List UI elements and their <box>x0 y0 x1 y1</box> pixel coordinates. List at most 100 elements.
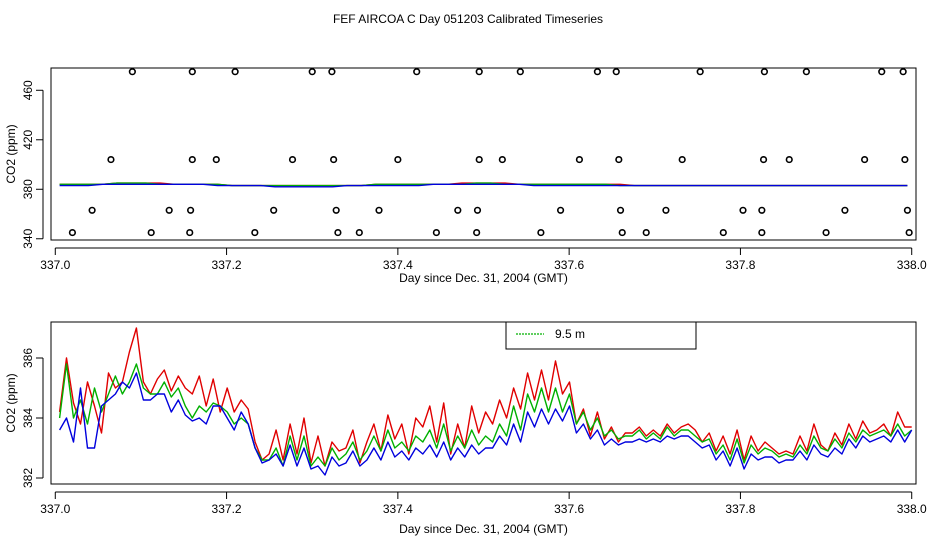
calibration-point <box>516 68 524 76</box>
bottom-x-tick-label: 337.6 <box>554 502 584 516</box>
bottom-x-tick-label: 337.2 <box>212 502 242 516</box>
top-xlabel: Day since Dec. 31, 2004 (GMT) <box>399 271 568 285</box>
calibration-point <box>901 155 909 164</box>
calibration-point <box>739 206 747 214</box>
calibration-point <box>128 68 136 76</box>
calibration-point <box>537 228 545 237</box>
calibration-point <box>616 206 625 214</box>
calibration-point <box>760 68 769 76</box>
calibration-point <box>231 68 239 76</box>
top-x-tick-label: 337.6 <box>554 258 584 272</box>
bottom-series <box>58 327 913 476</box>
calibration-point <box>454 206 462 214</box>
bottom-x-tick-label: 337.0 <box>40 502 70 516</box>
calibration-point <box>355 228 363 237</box>
top-series-blue <box>59 183 908 188</box>
calibration-point <box>413 68 421 76</box>
calibration-point <box>68 228 77 237</box>
calibration-point <box>288 155 297 164</box>
calibration-point <box>186 228 194 237</box>
calibration-point <box>662 206 670 214</box>
top-series <box>59 182 908 188</box>
top-y-tick-label: 380 <box>21 179 35 199</box>
calibration-point <box>785 155 793 164</box>
top-y-tick-label: 340 <box>21 228 35 248</box>
calibration-point <box>841 206 849 214</box>
calibration-point <box>696 68 704 76</box>
top-ylabel: CO2 (ppm) <box>4 124 18 183</box>
calibration-point <box>328 68 336 76</box>
calibration-point <box>186 206 195 214</box>
bottom-ylabel: CO2 (ppm) <box>4 373 18 432</box>
bottom-series-red <box>58 327 912 467</box>
calibration-point <box>330 155 338 164</box>
calibration-point <box>642 228 650 237</box>
calibration-point <box>878 68 886 76</box>
calibration-point <box>475 68 483 76</box>
bottom-plot-frame <box>50 321 917 485</box>
legend-box <box>505 321 697 350</box>
top-x-tick-label: 337.8 <box>725 258 755 272</box>
calibration-point <box>556 206 565 214</box>
calibration-point <box>475 155 483 164</box>
bottom-x-tick-label: 337.8 <box>725 502 755 516</box>
calibration-point <box>758 228 766 237</box>
bottom-x-tick-label: 337.4 <box>383 502 413 516</box>
calibration-point <box>759 155 768 164</box>
bottom-series-blue <box>58 372 913 476</box>
calibration-point <box>394 155 402 164</box>
calibration-point <box>308 68 316 76</box>
calibration-point <box>334 228 342 237</box>
bottom-axis-ticks: 337.0 337.2 337.4 337.6 337.8 338.0 382 384 386 <box>21 348 927 516</box>
calibration-point <box>432 228 440 237</box>
top-x-tick-label: 338.0 <box>897 258 927 272</box>
bottom-series-green <box>58 363 913 467</box>
top-plot-frame <box>50 67 917 241</box>
top-calibration-points <box>68 68 913 237</box>
calibration-point <box>165 206 173 214</box>
bottom-panel: 337.0 337.2 337.4 337.6 337.8 338.0382384386 … <box>4 321 927 536</box>
calibration-point <box>612 68 620 76</box>
calibration-point <box>593 68 602 76</box>
bottom-y-tick-label: 382 <box>21 468 35 488</box>
bottom-y-tick-label: 384 <box>21 408 35 428</box>
chart-title: FEF AIRCOA C Day 051203 Calibrated Times… <box>333 12 603 26</box>
calibration-point <box>188 68 196 76</box>
legend-label: 9.5 m <box>555 327 585 341</box>
top-y-tick-label: 420 <box>21 129 35 149</box>
calibration-point <box>618 228 626 237</box>
legend: 9.5 m <box>505 321 697 350</box>
calibration-point <box>861 155 869 164</box>
calibration-point <box>270 206 278 214</box>
calibration-point <box>903 206 912 214</box>
calibration-point <box>498 155 506 164</box>
calibration-point <box>802 68 810 76</box>
bottom-xlabel: Day since Dec. 31, 2004 (GMT) <box>399 522 568 536</box>
bottom-x-tick-label: 338.0 <box>897 502 927 516</box>
calibration-point <box>899 68 907 76</box>
calibration-point <box>375 206 383 214</box>
calibration-point <box>719 228 727 237</box>
calibration-point <box>615 155 623 164</box>
calibration-point <box>107 155 115 164</box>
top-x-tick-label: 337.2 <box>212 258 242 272</box>
bottom-y-tick-label: 386 <box>21 348 35 368</box>
calibration-point <box>251 228 259 237</box>
calibration-point <box>88 206 96 214</box>
top-x-tick-label: 337.4 <box>383 258 413 272</box>
calibration-point <box>473 206 482 214</box>
calibration-point <box>758 206 766 214</box>
top-axis-ticks: 337.0 337.2 337.4 337.6 337.8 338.0 340 380 420 4… <box>21 80 927 272</box>
calibration-point <box>905 228 913 237</box>
top-x-tick-label: 337.0 <box>40 258 70 272</box>
calibration-point <box>473 228 481 237</box>
calibration-point <box>575 155 584 164</box>
calibration-point <box>678 155 686 164</box>
top-panel: 337.0 337.2 337.4 337.6 337.8 338.0 340 380 420 4… <box>4 67 927 285</box>
calibration-point <box>332 206 340 214</box>
calibration-point <box>822 228 830 237</box>
calibration-point <box>212 155 220 164</box>
calibration-point <box>147 228 155 237</box>
calibration-point <box>188 155 196 164</box>
